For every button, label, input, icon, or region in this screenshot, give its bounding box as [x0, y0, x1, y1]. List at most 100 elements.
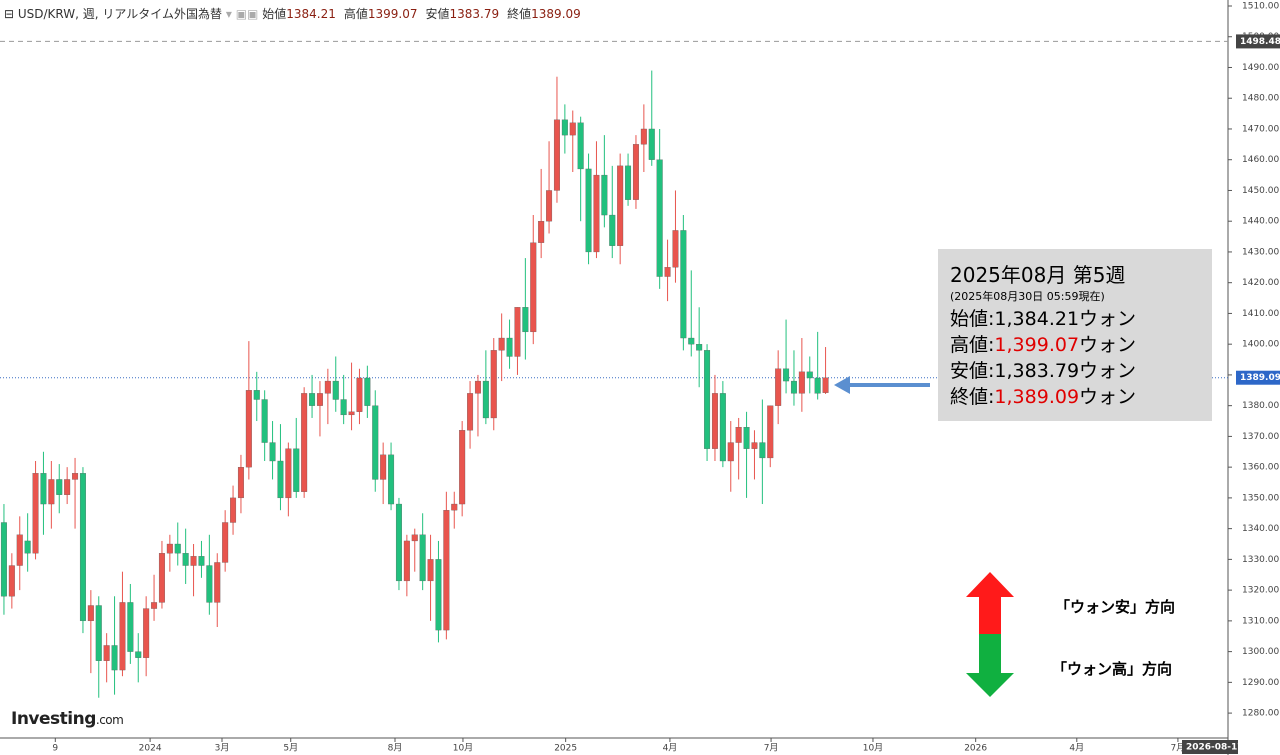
logo-brand: Investing	[11, 709, 96, 729]
candle-body	[119, 602, 126, 671]
candle-body	[625, 165, 632, 200]
x-tick-label: 2026	[964, 744, 987, 754]
candle-body	[751, 442, 758, 449]
candle-body	[135, 651, 142, 658]
candle-body	[309, 393, 316, 406]
candle-body	[553, 119, 560, 191]
y-tick-label: 1460.00	[1242, 155, 1279, 165]
candle-body	[158, 553, 165, 603]
candle-body	[767, 405, 774, 459]
candle-body	[0, 522, 7, 597]
y-tick-label: 1450.00	[1242, 186, 1279, 196]
x-tick-label: 4月	[663, 743, 678, 754]
candle-body	[380, 454, 387, 480]
legend-down: 「ウォン高」方向	[1052, 660, 1173, 678]
header-ohlc: 始値1384.21 高値1399.07 安値1383.79 終値1389.09	[262, 7, 589, 21]
candle-body	[253, 390, 260, 400]
date-label-bg	[1182, 740, 1238, 754]
candle-body	[103, 645, 110, 661]
candle-body	[174, 543, 181, 554]
candle-body	[459, 430, 466, 505]
candle-body	[332, 380, 339, 400]
candle-body	[656, 159, 663, 277]
candle-body	[719, 393, 726, 462]
candle-body	[601, 174, 608, 216]
info-rows: 始値:1,384.21ウォン 高値:1,399.07ウォン 安値:1,383.79ウ…	[950, 306, 1200, 410]
last-label: 1389.09	[1240, 373, 1280, 383]
candle-body	[245, 390, 252, 468]
candle-body	[222, 522, 229, 563]
candle-body	[87, 605, 94, 622]
candle-body	[482, 380, 489, 419]
info-separator: :	[988, 334, 995, 356]
x-tick-label: 5月	[283, 743, 298, 754]
info-value: 1,389.09	[994, 386, 1080, 408]
header: ⊟ USD/KRW, 週, リアルタイム外国為替 ▾ ▣▣ 始値1384.21 高…	[4, 5, 589, 22]
candle-body	[490, 350, 497, 419]
candle-body	[372, 405, 379, 480]
info-box: 2025年08月 第5週 (2025年08月30日 05:59現在) 始値:1,…	[938, 249, 1212, 421]
candle-body	[506, 337, 513, 357]
y-tick-label: 1370.00	[1242, 432, 1279, 442]
candle-body	[190, 556, 197, 566]
high-label-bg	[1236, 34, 1280, 49]
high-label: 1498.48	[1240, 37, 1280, 47]
candle-body	[56, 479, 63, 495]
candle-body	[427, 559, 434, 582]
candle-body	[735, 427, 742, 443]
candle-body	[530, 242, 537, 333]
y-tick-label: 1480.00	[1242, 94, 1279, 104]
candle-body	[798, 371, 805, 394]
info-unit: ウォン	[1079, 334, 1137, 356]
candle-body	[814, 377, 821, 394]
candle-body	[688, 337, 695, 345]
x-tick-label: 9	[52, 744, 58, 754]
candle-body	[474, 380, 481, 394]
candle-body	[127, 602, 134, 652]
y-tick-label: 1350.00	[1242, 493, 1279, 503]
info-label: 高値	[950, 334, 989, 356]
x-tick-label: 7月	[764, 743, 779, 754]
info-label: 安値	[950, 360, 989, 382]
candle-body	[230, 497, 237, 523]
symbol-title: USD/KRW, 週, リアルタイム外国為替	[17, 7, 223, 21]
logo: Investing.com	[11, 709, 124, 729]
x-tick-label: 4月	[1069, 743, 1084, 754]
up-arrow	[966, 572, 1014, 634]
y-tick-label: 1470.00	[1242, 124, 1279, 134]
y-tick-label: 1320.00	[1242, 586, 1279, 596]
candle-body	[514, 307, 521, 357]
y-tick-label: 1310.00	[1242, 616, 1279, 626]
x-tick-label: 3月	[215, 743, 230, 754]
info-separator: :	[988, 308, 995, 330]
candle-body	[166, 543, 173, 554]
candle-body	[451, 503, 458, 511]
candle-body	[198, 556, 205, 566]
candle-body	[743, 427, 750, 449]
candle-body	[40, 473, 47, 505]
info-value: 1,399.07	[994, 334, 1080, 356]
candle-body	[72, 473, 79, 480]
candle-body	[348, 411, 355, 416]
candle-body	[419, 534, 426, 582]
candle-body	[522, 307, 529, 333]
candle-body	[301, 393, 308, 492]
candle-body	[8, 565, 15, 597]
info-value: 1,384.21	[994, 308, 1080, 330]
candle-body	[151, 602, 158, 609]
candle-body	[585, 168, 592, 253]
ohlc-label: 始値	[262, 7, 287, 21]
candle-body	[538, 221, 545, 243]
candle-body	[24, 540, 31, 554]
down-arrow	[966, 634, 1014, 697]
x-tick-label: 2025	[554, 744, 577, 754]
ohlc-value: 1399.07	[367, 7, 418, 21]
info-row: 安値:1,383.79ウォン	[950, 358, 1200, 384]
date-label: 2026-08-17	[1186, 743, 1244, 753]
candle-body	[143, 608, 150, 658]
candle-body	[237, 466, 244, 499]
pointer-arrow-head	[834, 376, 850, 394]
candle-body	[640, 128, 647, 145]
candle-body	[648, 128, 655, 160]
info-unit: ウォン	[1079, 360, 1137, 382]
